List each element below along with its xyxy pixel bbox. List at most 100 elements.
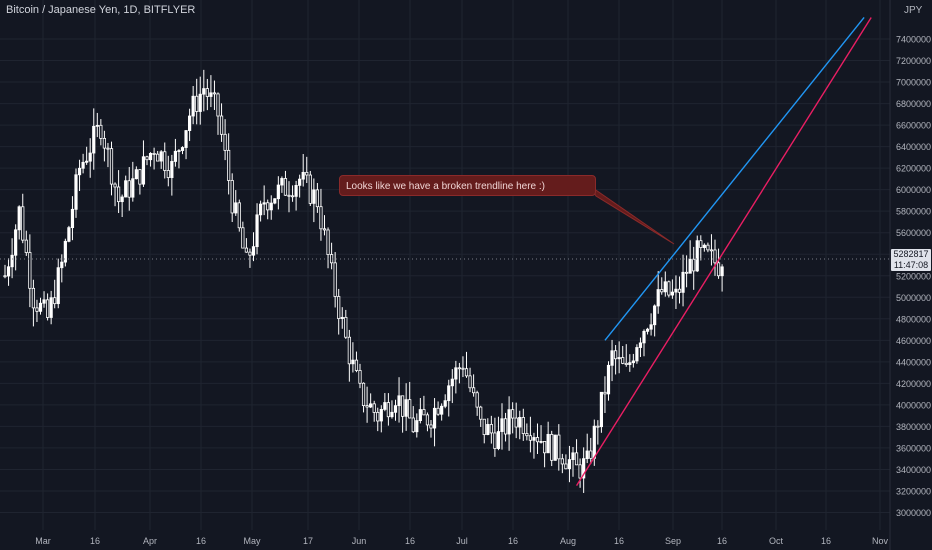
candle-body xyxy=(645,328,650,332)
candle-body xyxy=(642,330,646,344)
candle-body xyxy=(315,189,320,208)
candle-body xyxy=(294,184,298,197)
candle-body xyxy=(109,148,114,185)
candle-body xyxy=(589,450,593,459)
candle-body xyxy=(535,437,540,443)
candle-body xyxy=(95,124,99,127)
candle-body xyxy=(464,368,469,377)
candle-body xyxy=(266,202,270,211)
candle-body xyxy=(319,206,323,230)
trendline-callout[interactable]: Looks like we have a broken trendline he… xyxy=(339,175,596,196)
candle-body xyxy=(432,407,437,429)
candle-body xyxy=(369,403,373,408)
y-tick-label: 5000000 xyxy=(896,293,931,303)
candle-body xyxy=(454,367,458,380)
candle-body xyxy=(38,302,43,312)
candle-body xyxy=(138,169,142,185)
y-tick-label: 6600000 xyxy=(896,121,931,131)
candle-body xyxy=(92,125,96,154)
y-tick-label: 4800000 xyxy=(896,314,931,324)
candle-body xyxy=(354,359,359,371)
candle-body xyxy=(28,252,32,289)
candle-body xyxy=(670,291,675,296)
candle-body xyxy=(507,409,511,435)
candle-body xyxy=(397,395,401,407)
candle-body xyxy=(290,195,295,198)
candle-body xyxy=(326,229,330,255)
candle-body xyxy=(393,405,398,413)
candle-body xyxy=(166,170,170,178)
candle-body xyxy=(85,160,89,163)
x-tick-label: 16 xyxy=(821,536,831,546)
symbol-title[interactable]: Bitcoin / Japanese Yen, 1D, BITFLYER xyxy=(6,4,196,16)
candle-body xyxy=(525,433,529,437)
candle-body xyxy=(471,387,476,394)
y-tick-label: 6400000 xyxy=(896,142,931,152)
candle-body xyxy=(543,441,547,454)
red-trendline[interactable] xyxy=(575,17,872,486)
candle-body xyxy=(258,203,263,216)
candle-body xyxy=(560,458,564,465)
candle-body xyxy=(163,151,167,171)
candle-body xyxy=(379,409,383,422)
candle-body xyxy=(400,395,405,417)
candle-body xyxy=(21,206,25,241)
candle-body xyxy=(187,115,192,131)
candle-body xyxy=(603,391,607,395)
candle-body xyxy=(351,359,355,365)
candle-body xyxy=(386,402,391,418)
candle-body xyxy=(425,414,430,426)
candle-body xyxy=(10,254,14,268)
candle-body xyxy=(56,267,60,305)
candle-body xyxy=(347,336,351,365)
candle-body xyxy=(468,375,472,389)
candle-body xyxy=(546,433,550,454)
candle-body xyxy=(148,152,153,161)
x-tick-label: 16 xyxy=(717,536,727,546)
y-tick-label: 4200000 xyxy=(896,379,931,389)
candle-body xyxy=(436,407,440,415)
time-axis[interactable]: Mar 16 Apr 16 May 17 Jun 16 Jul 16 Aug 16 Sep 16 Oct 16… xyxy=(35,536,888,546)
candlestick-series xyxy=(3,69,724,493)
candle-body xyxy=(528,435,533,441)
candle-body xyxy=(404,399,408,417)
candle-body xyxy=(383,402,387,410)
candle-body xyxy=(156,153,160,162)
candle-body xyxy=(67,227,71,242)
y-tick-label: 3000000 xyxy=(896,508,931,518)
candle-body xyxy=(628,362,632,365)
candle-body xyxy=(159,151,163,162)
candle-body xyxy=(585,450,589,460)
candle-body xyxy=(195,95,199,112)
candle-body xyxy=(301,171,305,180)
candle-body xyxy=(205,88,209,97)
blue-trendline[interactable] xyxy=(604,17,865,341)
candle-body xyxy=(6,266,11,277)
candle-body xyxy=(720,266,724,277)
x-tick-label: 16 xyxy=(405,536,415,546)
price-axis[interactable]: 3000000 3200000 3400000 3600000 3800000 40000… xyxy=(889,0,931,550)
trendline-layer[interactable] xyxy=(575,17,872,486)
candle-body xyxy=(273,198,277,204)
candle-body xyxy=(709,249,714,252)
candle-body xyxy=(692,258,696,272)
candle-body xyxy=(596,425,600,428)
candle-body xyxy=(450,378,454,387)
candle-body xyxy=(280,178,284,186)
candle-body xyxy=(63,240,67,263)
candle-body xyxy=(482,418,486,436)
candle-body xyxy=(496,431,501,449)
candle-body xyxy=(223,133,227,151)
candle-body xyxy=(209,92,213,97)
candle-body xyxy=(390,411,394,418)
y-tick-label: 6200000 xyxy=(896,164,931,174)
candle-body xyxy=(440,405,444,415)
candle-body xyxy=(582,458,586,479)
x-tick-label: 16 xyxy=(196,536,206,546)
currency-label: JPY xyxy=(904,5,923,16)
candle-body xyxy=(230,180,234,214)
candle-body xyxy=(635,347,639,362)
candle-body xyxy=(411,417,415,433)
candle-body xyxy=(493,432,497,449)
